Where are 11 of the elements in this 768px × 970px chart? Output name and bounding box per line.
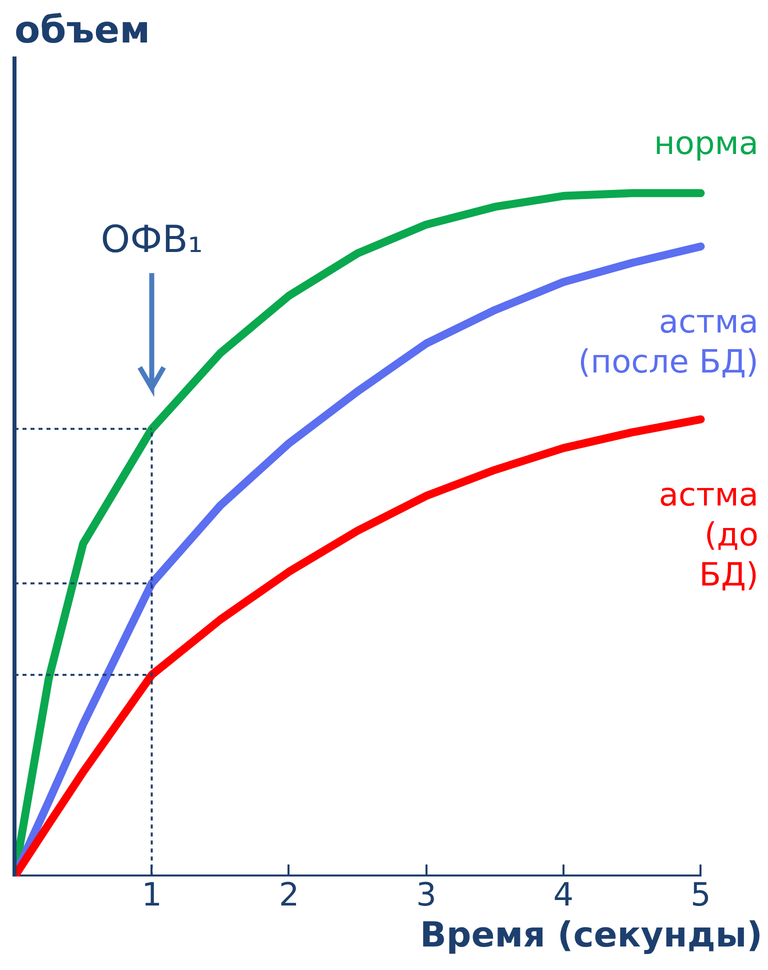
x-tick-label: 4 xyxy=(553,876,574,914)
series-label: норма xyxy=(654,124,758,162)
x-tick-label: 5 xyxy=(690,876,711,914)
series-label: астма (до БД) xyxy=(658,475,758,594)
annotation: ОФВ₁ xyxy=(100,217,203,262)
x-tick-label: 2 xyxy=(278,876,300,914)
x-tick-label: 1 xyxy=(142,876,162,914)
x-tick-label: 3 xyxy=(416,876,436,914)
x-axis-title: Время (секунды) xyxy=(420,916,762,956)
series-label: астма (после БД) xyxy=(578,302,758,380)
y-axis-title: объем xyxy=(14,8,150,52)
